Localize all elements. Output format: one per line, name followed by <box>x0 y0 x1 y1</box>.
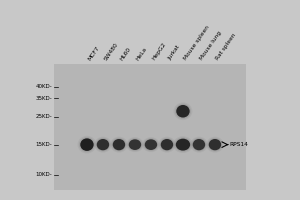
Ellipse shape <box>158 137 176 153</box>
Ellipse shape <box>126 137 144 152</box>
Text: 15KD-: 15KD- <box>35 142 52 147</box>
Text: MCF7: MCF7 <box>87 45 101 61</box>
Ellipse shape <box>206 137 224 153</box>
Text: 25KD-: 25KD- <box>35 114 52 119</box>
Ellipse shape <box>78 136 96 153</box>
Ellipse shape <box>128 138 142 151</box>
Ellipse shape <box>174 102 192 120</box>
Text: 40KD-: 40KD- <box>35 84 52 89</box>
Ellipse shape <box>79 137 95 152</box>
Ellipse shape <box>209 139 221 150</box>
Ellipse shape <box>193 139 205 150</box>
Ellipse shape <box>176 139 190 151</box>
Ellipse shape <box>176 105 190 118</box>
Text: HL60: HL60 <box>119 46 132 61</box>
Ellipse shape <box>112 138 126 151</box>
Text: HeLa: HeLa <box>135 46 148 61</box>
Ellipse shape <box>142 137 160 152</box>
Ellipse shape <box>145 139 157 150</box>
Text: SW480: SW480 <box>103 42 119 61</box>
Ellipse shape <box>208 138 222 151</box>
Ellipse shape <box>190 137 208 153</box>
Ellipse shape <box>113 139 125 150</box>
Ellipse shape <box>80 138 94 151</box>
Ellipse shape <box>161 139 173 150</box>
Ellipse shape <box>94 137 112 153</box>
Text: Jurkat: Jurkat <box>167 45 181 61</box>
Ellipse shape <box>173 136 193 153</box>
Ellipse shape <box>110 137 128 153</box>
Ellipse shape <box>129 139 141 150</box>
Text: RPS14: RPS14 <box>230 142 249 147</box>
Ellipse shape <box>160 138 174 151</box>
Ellipse shape <box>143 138 158 151</box>
Ellipse shape <box>191 138 206 151</box>
Text: Mouse spleen: Mouse spleen <box>183 25 211 61</box>
Ellipse shape <box>95 138 110 151</box>
Text: 10KD-: 10KD- <box>35 172 52 177</box>
Text: HepG2: HepG2 <box>151 42 167 61</box>
Ellipse shape <box>97 139 109 150</box>
Text: Rat spleen: Rat spleen <box>215 33 237 61</box>
Ellipse shape <box>175 104 191 119</box>
Text: Mouse lung: Mouse lung <box>199 31 223 61</box>
Ellipse shape <box>174 137 192 152</box>
Text: 35KD-: 35KD- <box>35 96 52 101</box>
